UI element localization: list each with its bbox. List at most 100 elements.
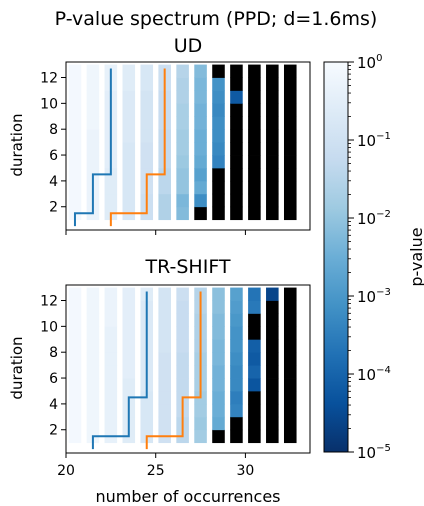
heatmap-cell <box>266 378 279 392</box>
y-tick-label: 6 <box>49 148 58 164</box>
heatmap-cell <box>248 365 261 379</box>
heatmap-cell <box>266 403 279 418</box>
heatmap-cell <box>86 142 100 156</box>
heatmap-cell <box>68 378 82 392</box>
heatmap-cell <box>68 103 82 117</box>
heatmap-cell <box>176 313 189 327</box>
heatmap-cell <box>86 403 100 418</box>
heatmap-cell <box>86 103 100 117</box>
heatmap-cell <box>122 352 136 366</box>
heatmap-cell <box>230 77 243 91</box>
heatmap-cell <box>68 77 82 91</box>
heatmap-cell <box>158 206 171 221</box>
heatmap-cell <box>68 142 82 156</box>
y-tick-label: 12 <box>40 71 58 87</box>
heatmap-cell <box>194 416 207 431</box>
heatmap-cell <box>266 90 279 104</box>
heatmap-cell <box>266 142 279 156</box>
heatmap-cell <box>248 300 261 314</box>
heatmap-cell <box>212 365 225 379</box>
heatmap-cell <box>248 90 261 104</box>
heatmap-cell <box>212 180 225 195</box>
heatmap-cell <box>86 300 100 314</box>
heatmap-cell <box>212 352 225 366</box>
heatmap-cell <box>140 77 154 91</box>
heatmap-cell <box>283 129 297 143</box>
heatmap-cell <box>212 206 225 221</box>
heatmap-cell <box>248 129 261 143</box>
heatmap-cell <box>266 287 279 301</box>
heatmap-cell <box>86 287 100 301</box>
y-tick-label: 6 <box>49 371 58 387</box>
colorbar-tick-label: 10−1 <box>357 131 391 150</box>
panel-tr-shift-title: TR-SHIFT <box>144 256 230 278</box>
threshold-line-blue <box>73 68 112 227</box>
panel-ud-x-ticks <box>65 230 246 235</box>
heatmap-cell <box>248 155 261 169</box>
heatmap-cell <box>122 77 136 91</box>
heatmap-cell <box>283 287 297 301</box>
heatmap-cell <box>176 206 189 221</box>
threshold-line-orange <box>109 68 166 227</box>
heatmap-cell <box>283 429 297 444</box>
heatmap-cell <box>176 129 189 143</box>
threshold-line-blue <box>91 291 148 450</box>
heatmap-cell <box>122 378 136 392</box>
heatmap-cell <box>248 287 261 301</box>
panel-ud: UD 2 4 6 8 10 12 duration <box>8 35 311 235</box>
heatmap-cell <box>230 390 243 405</box>
heatmap-cell <box>122 155 136 169</box>
heatmap-cell <box>230 180 243 195</box>
heatmap-cell <box>283 155 297 169</box>
heatmap-cell <box>104 352 118 366</box>
heatmap-cell <box>86 352 100 366</box>
heatmap-cell <box>176 300 189 314</box>
heatmap-cell <box>122 64 136 78</box>
heatmap-cell <box>283 103 297 117</box>
heatmap-cell <box>230 429 243 444</box>
heatmap-cell <box>283 352 297 366</box>
heatmap-cell <box>104 287 118 301</box>
heatmap-cell <box>266 193 279 208</box>
heatmap-cell <box>122 300 136 314</box>
heatmap-cell <box>176 77 189 91</box>
heatmap-cell <box>212 193 225 208</box>
heatmap-cell <box>248 429 261 444</box>
heatmap-cell <box>248 416 261 431</box>
heatmap-cell <box>283 77 297 91</box>
heatmap-cell <box>230 339 243 353</box>
heatmap-cell <box>283 390 297 405</box>
heatmap-cell <box>283 339 297 353</box>
heatmap-cell <box>68 403 82 418</box>
heatmap-cell <box>212 90 225 104</box>
panel-tr-shift-frame <box>65 284 311 454</box>
heatmap-cell <box>283 300 297 314</box>
heatmap-cell <box>104 378 118 392</box>
heatmap-cell <box>104 365 118 379</box>
heatmap-cell <box>283 326 297 340</box>
heatmap-cell <box>68 326 82 340</box>
heatmap-cell <box>248 180 261 195</box>
heatmap-cell <box>104 313 118 327</box>
panel-ud-lines <box>73 68 166 227</box>
colorbar-tick-label: 10−5 <box>357 443 391 462</box>
heatmap-cell <box>140 142 154 156</box>
heatmap-cell <box>86 378 100 392</box>
heatmap-cell <box>158 300 171 314</box>
heatmap-cell <box>176 155 189 169</box>
heatmap-cell <box>158 339 171 353</box>
heatmap-cell <box>266 64 279 78</box>
heatmap-cell <box>266 429 279 444</box>
heatmap-cell <box>212 300 225 314</box>
heatmap-cell <box>158 390 171 405</box>
heatmap-cell <box>122 90 136 104</box>
heatmap-cell <box>122 193 136 208</box>
heatmap-cell <box>68 365 82 379</box>
heatmap-cell <box>176 142 189 156</box>
heatmap-cell <box>176 167 189 182</box>
panel-tr-shift-x-ticks: 20 25 30 <box>57 453 254 479</box>
heatmap-cell <box>230 103 243 117</box>
heatmap-cell <box>266 339 279 353</box>
panel-tr-shift-y-ticks: 2 4 6 8 10 12 <box>40 294 66 439</box>
colorbar-tick-label: 10−2 <box>357 209 391 228</box>
